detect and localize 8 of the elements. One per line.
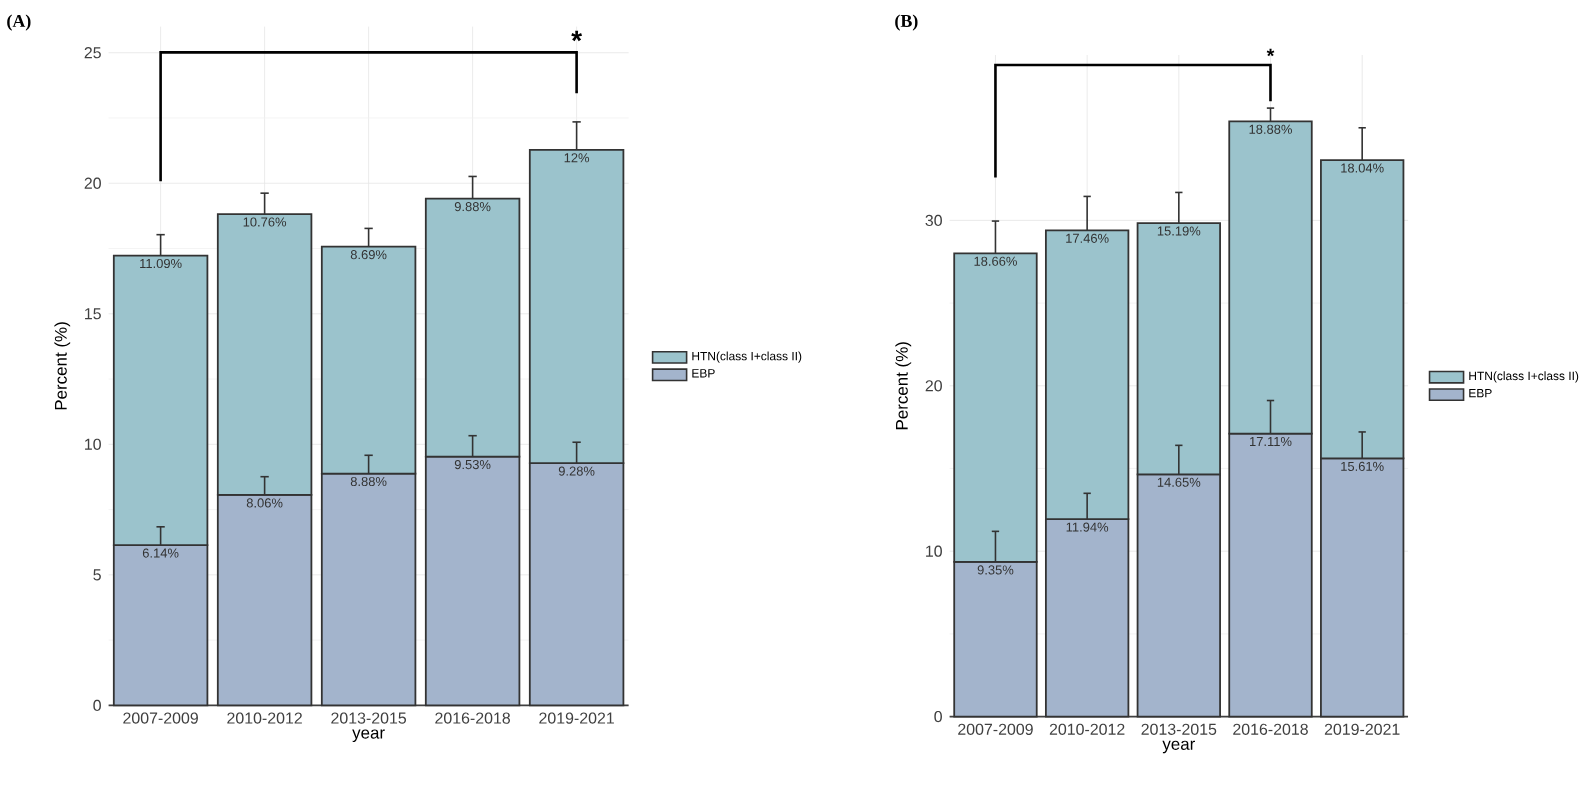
x-axis-title: year (352, 729, 385, 743)
annotation: * (571, 30, 583, 42)
chart-title: (A) (7, 14, 31, 31)
x-axis-title: year (1162, 740, 1195, 754)
annotation: * (1266, 48, 1275, 57)
chart-title: (B) (895, 14, 918, 31)
y-axis-title: Percent (%) (895, 342, 912, 430)
y-axis-title: Percent (%) (54, 322, 71, 410)
